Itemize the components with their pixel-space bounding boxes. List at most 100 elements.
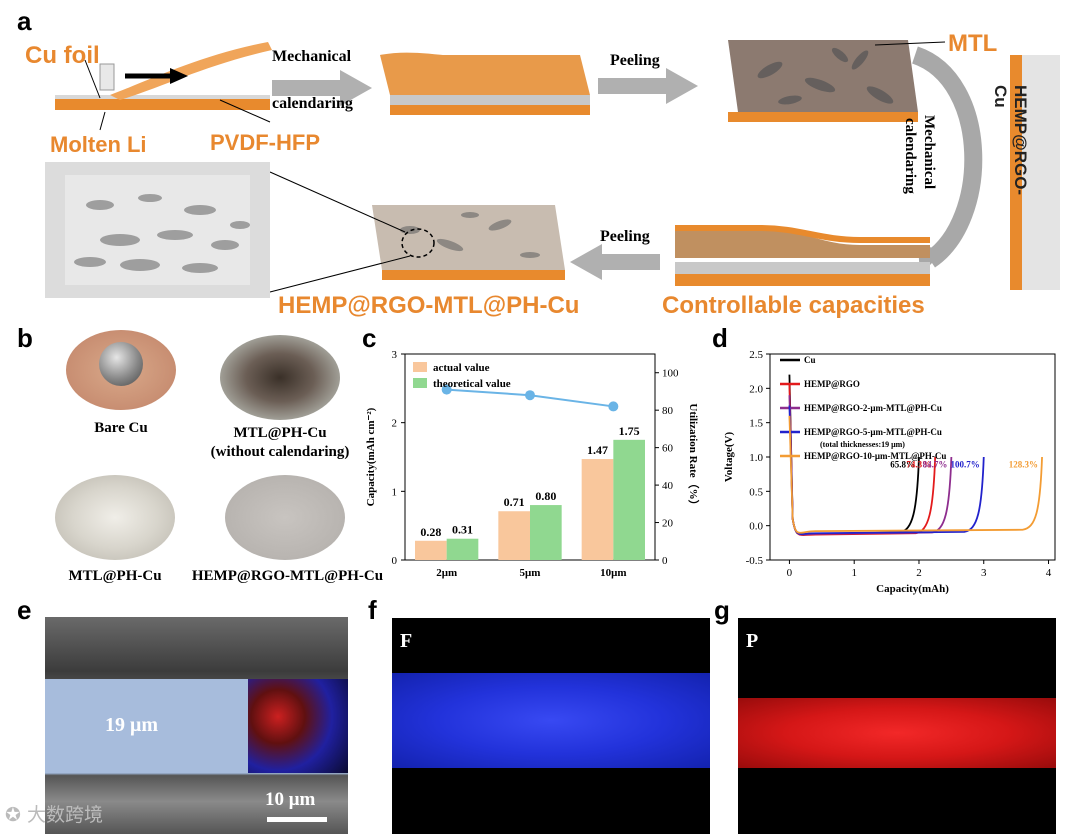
- scale-bar: [267, 817, 327, 822]
- x-tick-label: 5μm: [520, 567, 541, 579]
- hemp-rgo-cu-label: HEMP@RGO-Cu: [991, 85, 1030, 196]
- hemp-mtl-caption: HEMP@RGO-MTL@PH-Cu: [191, 568, 384, 584]
- thickness-label: 19 μm: [105, 714, 158, 736]
- peeling-label-1: Peeling: [610, 52, 660, 69]
- pvdf-hfp-label: PVDF-HFP: [210, 130, 320, 155]
- cu-foil-label: Cu foil: [25, 42, 100, 69]
- x-tick-label: 1: [851, 567, 857, 579]
- x-tick-label: 4: [1046, 567, 1052, 579]
- mech-vertical-label: Mechanical: [921, 115, 937, 190]
- p-element-label: P: [746, 630, 759, 652]
- watermark: ✪ 大数跨境: [5, 804, 103, 826]
- y-tick-label: 1.0: [749, 452, 763, 464]
- legend-label: HEMP@RGO-10-μm-MTL@PH-Cu: [804, 451, 946, 461]
- utilization-label: 100.7%: [951, 459, 980, 469]
- chart-d: 0 1 2 3 4-0.50.00.51.01.52.02.565.8%Cu74.3%H…: [723, 349, 1056, 595]
- legend-label: HEMP@RGO-5-μm-MTL@PH-Cu: [804, 427, 942, 437]
- legend-label: theoretical value: [433, 378, 511, 390]
- without-calendaring-caption: (without calendaring): [210, 444, 350, 460]
- y-axis-label: Voltage(V): [723, 432, 735, 483]
- y-tick-label: 2.5: [749, 349, 763, 361]
- utilization-point: [441, 384, 452, 395]
- cu-foil-curl: [110, 42, 272, 100]
- y-axis-label: Capacity(mAh cm⁻²): [365, 407, 377, 506]
- mtl-ph-cu-caption: MTL@PH-Cu: [233, 425, 327, 441]
- bar-value-label: 0.80: [535, 489, 556, 503]
- hemp-mtl-photo: [225, 475, 345, 560]
- y-tick-label: 1.5: [749, 418, 763, 430]
- y-tick-label: 2: [392, 418, 398, 430]
- bar: [446, 538, 479, 560]
- utilization-point: [608, 401, 619, 412]
- y2-tick-label: 100: [662, 368, 679, 380]
- li-layer: [55, 95, 270, 99]
- panel-label-a: a: [17, 6, 32, 36]
- chart-c: 0 1 2 3 0 20 40 60 80 100 2μm 0.28 0.31 5μm 0.71 0.80 10…: [365, 349, 700, 579]
- y2-tick-label: 40: [662, 480, 674, 492]
- y-tick-label: -0.5: [746, 555, 764, 567]
- bar: [530, 505, 562, 560]
- bar-value-label: 0.31: [452, 523, 473, 537]
- cu-foil-base: [55, 98, 270, 110]
- voltage-curve: [788, 415, 1043, 534]
- x-axis-label: Capacity(mAh): [876, 583, 949, 595]
- panel-label-c: c: [362, 323, 377, 353]
- f-element-label: F: [400, 630, 413, 652]
- mechanical-label: Mechanical: [272, 48, 352, 65]
- y-tick-label: 3: [392, 349, 398, 361]
- molten-li-label: Molten Li: [50, 132, 147, 157]
- sem-cross-section: 19 μm 10 μm: [45, 617, 348, 834]
- li-droplet: [99, 342, 143, 386]
- legend-swatch: [413, 362, 427, 372]
- bar-value-label: 1.47: [587, 443, 608, 457]
- eds-overlay: [248, 679, 348, 773]
- bar: [498, 511, 530, 560]
- legend-swatch: [413, 378, 427, 388]
- watermark-icon: ✪: [5, 804, 27, 826]
- y2-tick-label: 20: [662, 518, 674, 530]
- utilization-label: 84.7%: [923, 459, 948, 469]
- legend-label: actual value: [433, 362, 490, 374]
- bar: [415, 540, 447, 560]
- hemp-mtl-label: HEMP@RGO-MTL@PH-Cu: [278, 292, 580, 319]
- utilization-point: [525, 390, 535, 401]
- y-tick-label: 0: [392, 555, 398, 567]
- panel-label-e: e: [17, 595, 32, 625]
- utilization-label: 74.3%: [906, 459, 931, 469]
- bar: [581, 459, 614, 560]
- bare-cu-caption: Bare Cu: [94, 420, 148, 436]
- schematic-a: [45, 40, 1060, 298]
- panel-label-f: f: [368, 595, 377, 625]
- controllable-capacities-label: Controllable capacities: [662, 292, 925, 319]
- calendaring-label: calendaring: [272, 95, 353, 112]
- y2-tick-label: 80: [662, 405, 674, 417]
- peeling-label-2: Peeling: [600, 228, 650, 245]
- bar-value-label: 1.75: [619, 424, 640, 438]
- utilization-label: 65.8%: [890, 459, 915, 469]
- y2-tick-label: 60: [662, 443, 674, 455]
- mtl-ph-cu-photo-2: [55, 475, 175, 560]
- scale-bar-label: 10 μm: [265, 789, 316, 810]
- eds-g-map: P: [738, 618, 1056, 834]
- y2-tick-label: 0: [662, 555, 668, 567]
- mtl-ph-cu-photo: [220, 335, 340, 420]
- mtl-label: MTL: [948, 30, 998, 57]
- cal-vertical-label: calendaring: [902, 118, 918, 194]
- x-tick-label: 2: [916, 567, 922, 579]
- y-tick-label: 2.0: [749, 383, 763, 395]
- y-tick-label: 1: [392, 486, 398, 498]
- y-tick-label: 0.5: [749, 486, 763, 498]
- x-tick-label: 0: [787, 567, 793, 579]
- x-tick-label: 2μm: [436, 567, 457, 579]
- legend-label: Cu: [804, 355, 816, 365]
- panel-label-g: g: [714, 595, 730, 625]
- y2-axis-label: Utilization Rate（%）: [687, 403, 700, 510]
- bare-cu-photo: [66, 330, 176, 410]
- legend-note: (total thicknesses:19 μm): [820, 440, 905, 449]
- f-distribution: [392, 673, 710, 768]
- x-tick-label: 10μm: [600, 567, 626, 579]
- thickness-overlay: [45, 679, 248, 773]
- blade: [99, 63, 115, 91]
- eds-f-map: F: [392, 618, 710, 834]
- x-tick-label: 3: [981, 567, 987, 579]
